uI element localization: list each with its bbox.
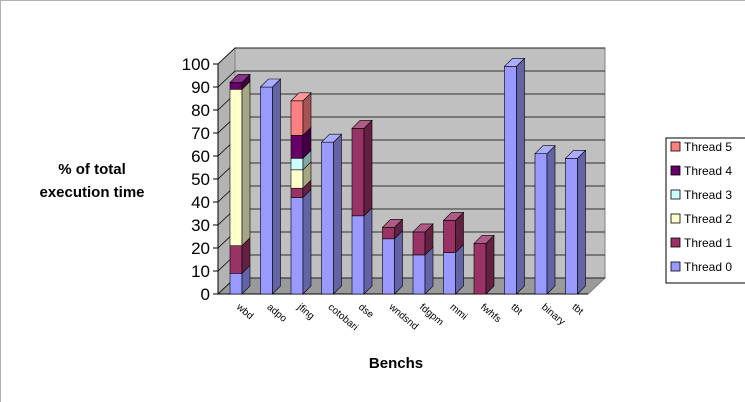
bar-segment-front bbox=[290, 135, 304, 159]
bar-segment-top bbox=[473, 235, 495, 244]
bar-segment-front bbox=[443, 252, 456, 295]
x-category-label: jfing bbox=[294, 301, 316, 322]
bar-segment-front bbox=[565, 158, 578, 295]
bar-segment-front bbox=[504, 66, 517, 295]
y-axis-title-line-2: execution time bbox=[39, 184, 144, 201]
y-tick-label: 70 bbox=[191, 124, 210, 143]
legend-swatch bbox=[670, 237, 681, 248]
x-category-label: tbt bbox=[570, 302, 586, 318]
gridline bbox=[217, 70, 605, 88]
legend: Thread 5 Thread 4 Thread 3 Thread 2 Thread 1… bbox=[665, 137, 745, 284]
bars bbox=[229, 57, 587, 295]
legend-label: Thread 1 bbox=[684, 236, 732, 250]
y-tick-label: 80 bbox=[191, 101, 210, 120]
bar-segment-side bbox=[363, 207, 373, 295]
legend-swatch bbox=[670, 189, 681, 200]
x-category-label: cotobari bbox=[326, 302, 360, 333]
legend-swatch bbox=[670, 141, 681, 152]
bar-segment-side bbox=[272, 78, 281, 295]
legend-swatch bbox=[670, 261, 681, 272]
y-tick-label: 20 bbox=[191, 239, 210, 258]
legend-label: Thread 0 bbox=[684, 260, 732, 274]
bar-segment-front bbox=[351, 215, 365, 295]
gridline bbox=[217, 47, 605, 65]
bar-segment-front bbox=[473, 243, 487, 295]
bar-segment-top bbox=[442, 212, 465, 221]
bar-segment-front bbox=[290, 158, 304, 171]
bar-segment-top bbox=[290, 92, 312, 102]
bar-segment-front bbox=[412, 254, 426, 295]
y-tick-label: 100 bbox=[182, 55, 210, 74]
x-category-label: wbd bbox=[233, 301, 255, 322]
y-tick-label: 50 bbox=[191, 170, 210, 189]
legend-label: Thread 2 bbox=[684, 212, 732, 226]
bar-segment-side bbox=[333, 133, 342, 295]
bar-segment-top bbox=[320, 133, 343, 143]
bar-segment-front bbox=[290, 187, 304, 198]
bar-segment-front bbox=[229, 272, 243, 295]
bar-segment-top bbox=[259, 78, 282, 88]
legend-label: Thread 3 bbox=[684, 188, 732, 202]
bar-segment-top bbox=[381, 219, 404, 228]
bar-segment-front bbox=[443, 220, 456, 253]
bar-segment-front bbox=[351, 128, 365, 217]
y-axis-title-line-1: % of total bbox=[58, 161, 126, 178]
legend-label: Thread 4 bbox=[684, 164, 732, 178]
bar-segment-side bbox=[302, 188, 312, 295]
x-axis-title: Benchs bbox=[369, 355, 423, 372]
y-axis-ticks: 0 10 20 30 40 50 60 70 80 90 100 bbox=[182, 55, 588, 304]
bar-segment-side bbox=[241, 80, 251, 247]
y-tick-label: 10 bbox=[191, 262, 210, 281]
x-category-label: fdgpm bbox=[417, 302, 445, 328]
y-tick-label: 0 bbox=[201, 285, 210, 304]
bar-segment-front bbox=[321, 141, 334, 295]
bar-segment-front bbox=[290, 197, 304, 295]
bar-segment-side bbox=[546, 144, 556, 295]
bar-segment-side bbox=[577, 149, 586, 295]
x-category-label: fwhfs bbox=[478, 302, 503, 325]
bar-segment-front bbox=[260, 86, 273, 295]
y-tick-label: 30 bbox=[191, 216, 210, 235]
bar-segment-top bbox=[564, 150, 587, 159]
bar-segment-top bbox=[412, 223, 434, 233]
y-tick-label: 90 bbox=[191, 78, 210, 97]
legend-label: Thread 5 bbox=[684, 140, 732, 154]
legend-swatch bbox=[670, 165, 681, 176]
bar-segment-top bbox=[351, 120, 373, 129]
x-category-label: adpo bbox=[265, 302, 289, 325]
x-category-label: wndsnd bbox=[386, 301, 420, 332]
x-category-label: tbt bbox=[509, 302, 525, 318]
bar-segment-front bbox=[290, 100, 304, 136]
legend-swatch bbox=[670, 213, 681, 224]
bar-segment-front bbox=[290, 169, 304, 189]
bar-segment-front bbox=[229, 89, 243, 246]
y-tick-label: 60 bbox=[191, 147, 210, 166]
x-category-label: mmi bbox=[448, 302, 470, 323]
bar-segment-side bbox=[455, 243, 464, 295]
bar-segment-front bbox=[382, 238, 395, 295]
bar-segment-side bbox=[394, 230, 403, 295]
bar-segment-front bbox=[412, 231, 426, 256]
bar-segment-front bbox=[229, 82, 243, 90]
bar-segment-front bbox=[534, 153, 548, 295]
bar-segment-top bbox=[503, 57, 526, 67]
bar-segment-side bbox=[485, 234, 495, 295]
legend-box bbox=[665, 137, 745, 284]
bar-segment-front bbox=[229, 245, 243, 274]
bar-segment-side bbox=[516, 57, 525, 295]
bar-segment-top bbox=[229, 74, 251, 83]
bar-segment-side bbox=[363, 119, 373, 217]
y-tick-label: 40 bbox=[191, 193, 210, 212]
x-category-label: binary bbox=[539, 302, 567, 328]
x-category-label: dse bbox=[356, 302, 376, 321]
bar-segment-top bbox=[534, 145, 556, 154]
bar-segment-front bbox=[382, 227, 395, 240]
